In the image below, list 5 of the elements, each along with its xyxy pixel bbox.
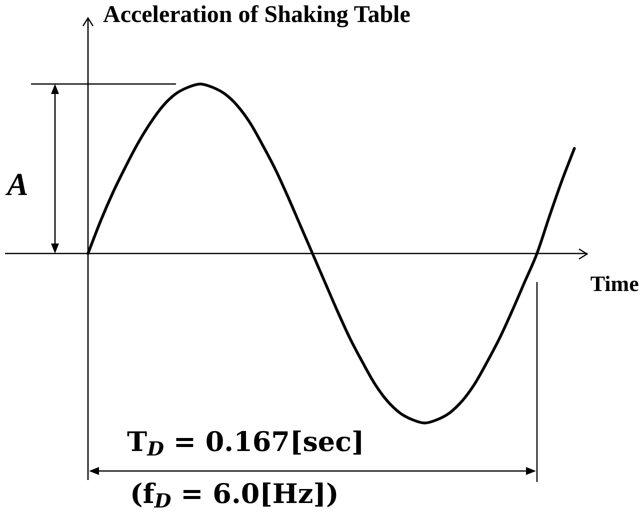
text: A — [7, 166, 28, 202]
y-axis-title: Acceleration of Shaking Table — [103, 2, 410, 28]
text: T$_{D}$ = 0.167[sec] — [127, 426, 364, 460]
text: (f$_{D}$ = 6.0[Hz]) — [130, 478, 339, 512]
x-axis-title: Time — [590, 270, 639, 296]
